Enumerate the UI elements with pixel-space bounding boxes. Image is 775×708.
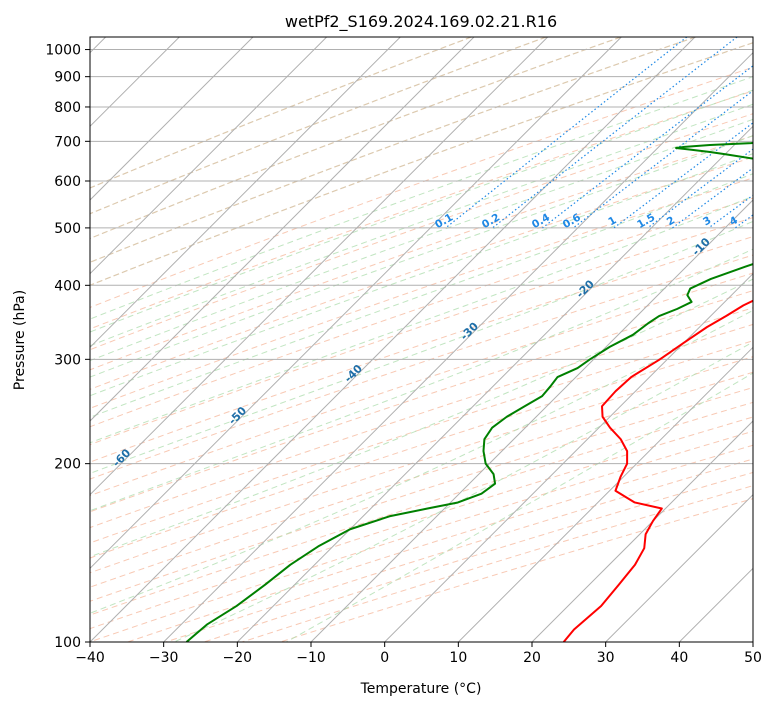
axes: −40 −30 −20 −10 0 10 20 30 40 50 1000 900 800 700 600 5… (45, 43, 762, 666)
moist-adiabat-line (90, 173, 753, 418)
isotherm-line (90, 37, 328, 275)
dry-adiabat-line (90, 356, 753, 574)
dry-adiabat-line (90, 290, 753, 513)
y-tick-label: 800 (54, 100, 81, 116)
isotherm-line (90, 37, 696, 642)
moist-adiabat-line (90, 76, 753, 320)
moist-adiabat-line (90, 220, 753, 474)
isotherm-line (90, 37, 254, 201)
plot-area: 0.10.20.40.611.52346810131620253036-100-… (90, 37, 753, 642)
y-tick-label: 500 (54, 221, 81, 237)
isotherm-line (310, 199, 753, 642)
dry-adiabat-line (90, 177, 753, 409)
mixing-ratio-line (572, 89, 753, 229)
isotherm-line (90, 37, 549, 496)
dry-adiabat-ref-line (90, 37, 472, 189)
mixing-ratio-line (492, 37, 738, 229)
moist-adiabat-line (90, 153, 753, 397)
moist-adiabat-line (90, 89, 753, 333)
dry-adiabat-ref-line (90, 37, 696, 263)
x-tick-label: 30 (597, 650, 615, 666)
y-tick-label: 1000 (45, 43, 81, 59)
x-axis-label: Temperature (°C) (360, 681, 482, 697)
dry-adiabat-line (90, 340, 753, 559)
y-tick-label: 300 (54, 352, 81, 368)
dry-adiabat-line (90, 254, 753, 480)
dry-adiabat-ref-line (90, 37, 622, 240)
isotherm-line (90, 37, 622, 570)
moist-adiabat-line (90, 195, 753, 444)
dry-adiabat-ref-line (90, 42, 753, 286)
dry-adiabat-line (90, 66, 753, 309)
x-tick-label: −10 (296, 650, 326, 666)
x-tick-label: 50 (744, 650, 762, 666)
y-tick-label: 700 (54, 134, 81, 150)
moist-adiabat-line (90, 135, 753, 378)
x-tick-label: −40 (75, 650, 105, 666)
dry-adiabat-line (90, 386, 753, 602)
dry-adiabat-line (90, 156, 753, 390)
mixing-ratio-line (542, 65, 753, 229)
dry-adiabat-line (90, 217, 753, 446)
isotherm-line (163, 51, 753, 642)
isotherm-line (90, 37, 401, 349)
isotherm-line (605, 493, 753, 642)
dry-adiabat-line (90, 197, 753, 428)
x-tick-label: 20 (523, 650, 541, 666)
isotherm-line (90, 37, 475, 422)
y-tick-label: 100 (54, 635, 81, 651)
x-tick-label: −20 (223, 650, 253, 666)
isotherm-line (236, 125, 753, 642)
x-tick-label: 0 (380, 650, 389, 666)
chart-title: wetPf2_S169.2024.169.02.21.R16 (285, 12, 557, 32)
x-tick-label: 40 (670, 650, 688, 666)
plot-frame (89, 36, 754, 643)
dry-adiabat-line (90, 307, 753, 529)
y-tick-label: 600 (54, 174, 81, 190)
temperature-profile-line (562, 299, 753, 642)
moist-adiabat-line (90, 118, 753, 362)
y-tick-label: 400 (54, 278, 81, 294)
y-axis-label: Pressure (hPa) (12, 290, 28, 390)
y-tick-label: 900 (54, 70, 81, 86)
isotherm-line (531, 420, 753, 642)
mixing-ratio-line (672, 167, 753, 229)
isotherm-line (457, 346, 753, 642)
x-tick-label: −30 (149, 650, 179, 666)
dewpoint-profile-line (185, 141, 753, 642)
y-tick-label: 200 (54, 457, 81, 473)
x-tick-label: 10 (449, 650, 467, 666)
